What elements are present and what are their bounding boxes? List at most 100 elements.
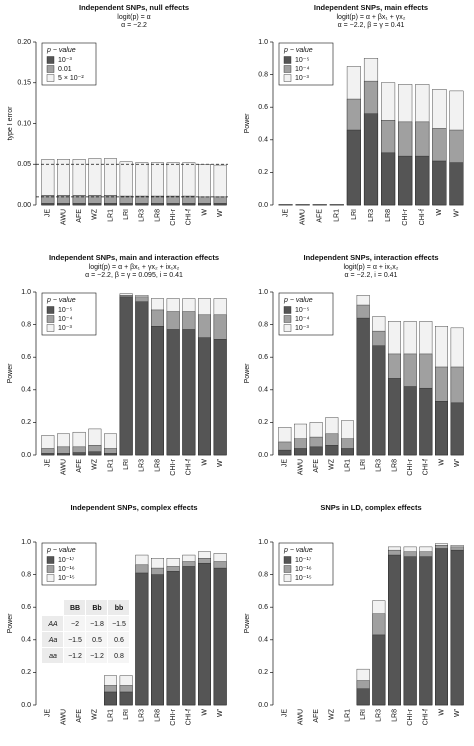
legend-swatch bbox=[46, 74, 55, 82]
bar bbox=[104, 691, 117, 706]
x-tick-label: W bbox=[201, 209, 208, 216]
bar bbox=[198, 203, 211, 206]
y-tick-label: 0.0 bbox=[258, 702, 268, 709]
legend-label: 10⁻⁴ bbox=[295, 66, 310, 73]
bar bbox=[182, 203, 196, 206]
x-tick-label: W' bbox=[217, 459, 224, 467]
y-tick-label: 1.0 bbox=[21, 539, 31, 546]
x-tick-label: JE bbox=[45, 459, 52, 468]
y-axis-label: Power bbox=[244, 613, 251, 634]
legend-label: 10⁻⁴ bbox=[295, 316, 310, 323]
x-tick-label: LRI bbox=[360, 709, 367, 720]
bar bbox=[166, 329, 180, 456]
table-cell bbox=[108, 600, 129, 615]
legend-label: 10⁻⁴ bbox=[58, 316, 73, 323]
legend-label: 0.01 bbox=[58, 66, 72, 73]
legend-swatch bbox=[283, 565, 292, 573]
bar bbox=[213, 339, 227, 456]
chart-subtitle: α = −2.2, i = 0.41 bbox=[345, 272, 398, 279]
bar bbox=[278, 449, 292, 456]
legend-swatch bbox=[283, 56, 292, 64]
legend-label: 5 × 10⁻² bbox=[58, 75, 84, 82]
x-tick-label: LRI bbox=[123, 709, 130, 720]
x-tick-label: W bbox=[438, 709, 445, 716]
x-tick-label: AWU bbox=[60, 209, 67, 225]
bar bbox=[41, 203, 55, 206]
y-axis-label: Power bbox=[7, 613, 14, 634]
x-tick-label: CHI-r bbox=[170, 208, 177, 225]
x-tick-label: W bbox=[201, 709, 208, 716]
bar bbox=[57, 203, 70, 206]
table-cell bbox=[64, 648, 85, 663]
legend-swatch bbox=[46, 574, 55, 582]
bar bbox=[372, 634, 386, 706]
y-tick-label: 0.6 bbox=[258, 354, 268, 361]
bar bbox=[325, 445, 339, 456]
bar bbox=[88, 203, 102, 206]
y-tick-label: 0.2 bbox=[258, 419, 268, 426]
y-tick-label: 1.0 bbox=[258, 539, 268, 546]
x-tick-label: WZ bbox=[92, 208, 99, 220]
x-tick-label: AWU bbox=[297, 709, 304, 725]
legend-title: p − value bbox=[283, 547, 313, 554]
x-tick-label: LRI bbox=[123, 209, 130, 220]
x-tick-label: CHI-r bbox=[170, 458, 177, 475]
chart-title: Independent SNPs, main and interaction e… bbox=[49, 253, 219, 262]
y-tick-label: 0.6 bbox=[21, 604, 31, 611]
bar bbox=[403, 386, 417, 456]
y-tick-label: 0.20 bbox=[17, 39, 31, 46]
table-cell bbox=[64, 616, 85, 631]
y-tick-label: 0.6 bbox=[21, 354, 31, 361]
bar bbox=[88, 451, 102, 456]
y-tick-label: 0.8 bbox=[258, 571, 268, 578]
x-tick-label: JE bbox=[282, 459, 289, 468]
bar bbox=[388, 554, 401, 706]
bar bbox=[182, 329, 196, 456]
x-tick-label: JE bbox=[282, 709, 289, 718]
bar bbox=[450, 549, 464, 706]
table-cell bbox=[86, 648, 107, 663]
legend-title: p − value bbox=[283, 297, 313, 304]
legend-swatch bbox=[283, 574, 292, 582]
panel: Independent SNPs, main and interaction e… bbox=[7, 253, 227, 476]
x-tick-label: AWU bbox=[60, 709, 67, 725]
legend-label: 10⁻³ bbox=[295, 75, 309, 82]
x-tick-label: CHI-r bbox=[407, 458, 414, 475]
x-tick-label: AWU bbox=[297, 459, 304, 475]
bar bbox=[346, 129, 361, 206]
bar bbox=[435, 548, 448, 706]
x-tick-label: LR8 bbox=[391, 709, 398, 722]
legend-label: 10⁻⁵ bbox=[295, 307, 309, 314]
y-tick-label: 0.4 bbox=[21, 637, 31, 644]
bar bbox=[356, 317, 370, 456]
bar bbox=[198, 562, 211, 706]
y-tick-label: 0.2 bbox=[21, 669, 31, 676]
y-tick-label: 0.4 bbox=[258, 387, 268, 394]
table-cell bbox=[42, 616, 63, 631]
panel: Independent SNPs, interaction effects log… bbox=[244, 253, 464, 476]
table-cell bbox=[108, 616, 129, 631]
x-tick-label: CHI-r bbox=[402, 208, 409, 225]
legend-swatch bbox=[283, 324, 292, 332]
bar bbox=[213, 203, 227, 206]
table-cell-text: −1.2 bbox=[90, 653, 104, 660]
table-cell-text: 0.5 bbox=[92, 637, 102, 644]
legend-swatch bbox=[283, 315, 292, 323]
x-tick-label: W' bbox=[454, 459, 461, 467]
legend-label: 10⁻³ bbox=[58, 325, 72, 332]
x-tick-label: LR3 bbox=[368, 209, 375, 222]
x-tick-label: AFE bbox=[317, 209, 324, 223]
bar bbox=[135, 301, 149, 456]
y-tick-label: 0.6 bbox=[258, 604, 268, 611]
legend-title: p − value bbox=[46, 547, 76, 554]
x-tick-label: CHI-r bbox=[407, 708, 414, 725]
bar bbox=[166, 203, 180, 206]
x-tick-label: LRI bbox=[123, 459, 130, 470]
x-tick-label: WZ bbox=[92, 708, 99, 720]
x-tick-label: AFE bbox=[313, 709, 320, 723]
x-tick-label: AFE bbox=[76, 709, 83, 723]
x-tick-label: LR1 bbox=[107, 209, 114, 222]
bar bbox=[388, 378, 401, 456]
panel: Independent SNPs, null effects logit(p) =… bbox=[7, 3, 228, 226]
